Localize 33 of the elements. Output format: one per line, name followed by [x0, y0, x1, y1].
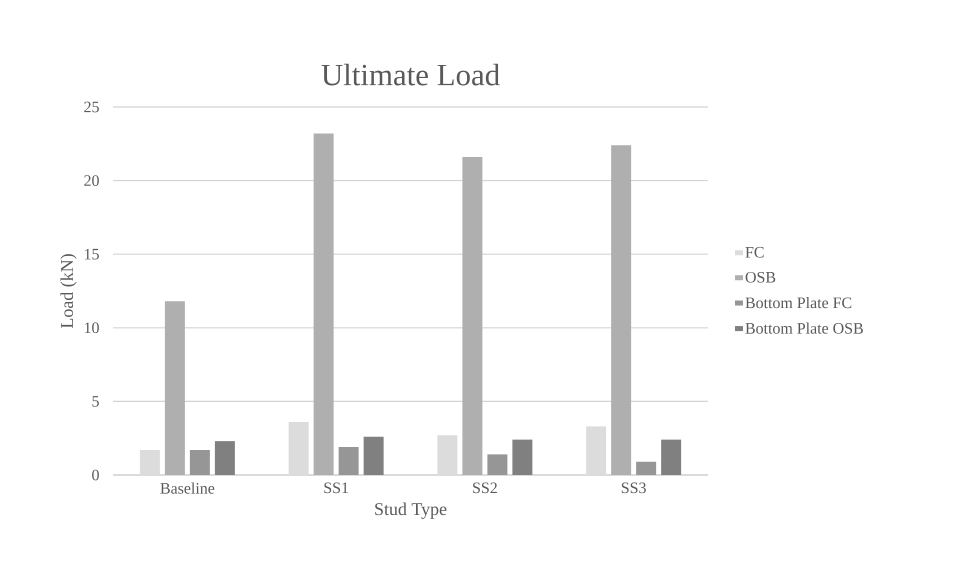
x-axis-title: Stud Type	[375, 502, 446, 519]
bar	[661, 440, 682, 475]
bar	[364, 436, 384, 475]
y-tick-label: 20	[84, 175, 99, 186]
bar	[164, 301, 185, 475]
y-tick-label: 10	[84, 322, 99, 334]
legend-label: OSB	[746, 272, 776, 283]
x-tick-label: SS1	[324, 482, 348, 494]
x-tick-label: SS3	[622, 482, 646, 494]
chart-title: Ultimate Load	[322, 64, 500, 86]
bar	[462, 157, 482, 475]
legend-label: Bottom Plate OSB	[745, 322, 863, 334]
bar	[338, 447, 359, 475]
bar	[140, 450, 160, 475]
legend-label: Bottom Plate FC	[745, 296, 852, 308]
bar	[190, 450, 210, 475]
bar	[214, 441, 235, 475]
x-tick-label: Baseline	[160, 482, 214, 494]
bar	[611, 145, 632, 475]
bar	[636, 462, 656, 475]
bar	[512, 440, 532, 475]
y-axis-title: Load (kN)	[60, 254, 77, 328]
bar	[437, 435, 458, 475]
x-tick-label: SS2	[473, 482, 497, 494]
bar	[586, 426, 606, 475]
y-tick-label: 25	[84, 102, 99, 112]
bar	[288, 422, 309, 475]
y-tick-label: 5	[92, 396, 99, 407]
y-tick-label: 0	[92, 470, 99, 480]
bar	[487, 454, 508, 475]
bar	[314, 133, 334, 475]
y-tick-label: 15	[84, 248, 99, 260]
legend-label: FC	[745, 246, 764, 258]
